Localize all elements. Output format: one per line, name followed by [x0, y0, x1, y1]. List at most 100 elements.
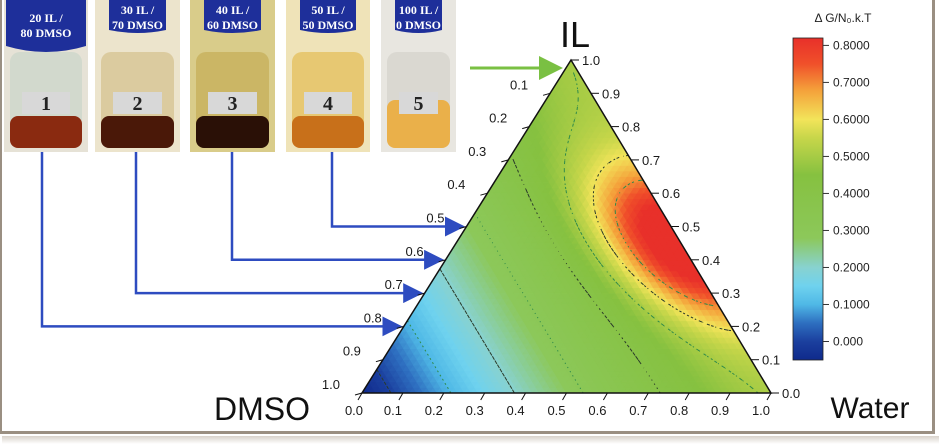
bottom-axis-tick [725, 392, 731, 401]
vial-cap [204, 0, 261, 33]
colorbar [792, 37, 824, 361]
vial-number: 2 [133, 93, 143, 115]
composition-arrows [40, 56, 563, 337]
left-axis-tick [354, 392, 363, 396]
contour-line [439, 268, 515, 393]
contour-line [376, 369, 392, 393]
bottom-axis-label: 0.0 [345, 403, 363, 418]
left-axis-tick [501, 159, 509, 163]
bottom-axis-tick [602, 392, 608, 401]
vial-cap [6, 0, 86, 52]
vial-cap-label: 50 IL / [311, 3, 345, 17]
vial-liquid [196, 116, 269, 148]
right-axis-label: 1.0 [582, 53, 600, 68]
left-axis-tick [375, 359, 384, 363]
vial-cap-label: 30 IL / [121, 3, 155, 17]
bottom-axis-label: 0.5 [547, 403, 565, 418]
frame-shadow [2, 436, 939, 444]
left-axis-label: 0.8 [364, 310, 382, 325]
left-axis-tick [417, 292, 425, 296]
bottom-axis-tick [357, 392, 363, 401]
bottom-axis-tick [521, 392, 527, 401]
colorbar-tick-label: 0.6000 [833, 112, 870, 126]
vial-photo: 40 IL /60 DMSO 3 [190, 0, 275, 152]
vial-cap [395, 0, 442, 33]
vial-cap-label: 0 DMSO [396, 18, 441, 32]
bottom-axis-tick [766, 392, 772, 401]
right-axis-label: 0.0 [782, 386, 800, 401]
bottom-axis-tick [684, 392, 690, 401]
bottom-axis-label: 0.2 [425, 403, 443, 418]
vial-number: 3 [228, 93, 238, 115]
vial-photo: 30 IL /70 DMSO 2 [95, 0, 180, 152]
vial-cap-label: 40 IL / [216, 3, 250, 17]
right-axis-label: 0.9 [602, 86, 620, 101]
vial-cap-label: 100 IL / [399, 3, 439, 17]
bottom-axis-label: 0.9 [711, 403, 729, 418]
vertex-label-water: Water [831, 392, 910, 425]
bottom-axis-label: 0.3 [466, 403, 484, 418]
left-axis-label: 0.3 [468, 144, 486, 159]
right-axis-label: 0.3 [722, 286, 740, 301]
right-axis-label: 0.1 [762, 353, 780, 368]
left-axis-label: 0.9 [343, 344, 361, 359]
colorbar-tick-label: 0.4000 [833, 186, 870, 200]
left-axis-tick [459, 226, 467, 229]
bottom-axis-label: 0.8 [670, 403, 688, 418]
left-axis-tick [480, 192, 488, 196]
contour-lines [376, 72, 759, 393]
vial-cap [109, 0, 166, 33]
vial-cap-label: 50 DMSO [303, 18, 354, 32]
left-axis-tick [522, 126, 530, 130]
right-axis-label: 0.5 [682, 220, 700, 235]
bottom-axis-label: 0.6 [588, 403, 606, 418]
colorbar-tick-label: 0.2000 [833, 260, 870, 274]
right-axis-label: 0.4 [702, 253, 720, 268]
colorbar-tick-label: 0.000 [833, 334, 863, 348]
vial-number: 5 [414, 93, 424, 115]
colorbar-tick-label: 0.7000 [833, 75, 870, 89]
colorbar-tick-label: 0.8000 [833, 38, 870, 52]
left-axis-label: 0.4 [447, 177, 465, 192]
right-axis-label: 0.7 [642, 153, 660, 168]
left-axis-tick [396, 325, 404, 329]
vial-cap [300, 0, 356, 33]
vial-photo: 50 IL /50 DMSO 4 [286, 0, 370, 152]
vial-liquid [101, 116, 174, 148]
vial-cap-label: 60 DMSO [207, 18, 258, 32]
colorbar-tick-label: 0.5000 [833, 149, 870, 163]
vial-number: 4 [323, 93, 333, 115]
left-axis-label: 0.2 [489, 111, 507, 126]
bottom-axis-tick [398, 392, 404, 401]
left-axis-label: 0.7 [385, 277, 403, 292]
vial-liquid [10, 116, 82, 148]
vial-liquid [292, 116, 364, 148]
arrow-vial-3 [230, 152, 445, 270]
left-axis-tick [438, 259, 446, 263]
left-axis-label: 0.6 [406, 244, 424, 259]
colorbar-ticks: 0.8000 0.7000 0.6000 0.5000 0.4000 0.3000 0.20… [823, 38, 870, 348]
left-axis-label: 0.1 [510, 77, 528, 92]
arrow-vial-1 [40, 152, 403, 337]
left-axis-tick [542, 92, 551, 96]
colorbar-tick-label: 0.3000 [833, 223, 870, 237]
left-axis-label: 1.0 [322, 377, 340, 392]
vial-photo: 100 IL /0 DMSO 5 [381, 0, 456, 152]
contour-line [563, 72, 759, 393]
vial-number-tag [208, 92, 257, 114]
bottom-axis-label: 0.7 [629, 403, 647, 418]
right-axis-label: 0.8 [622, 120, 640, 135]
vertex-label-il: IL [560, 14, 590, 55]
vial-number: 1 [41, 93, 51, 115]
ternary-heatmap [362, 60, 771, 393]
vial-cap-label: 70 DMSO [112, 18, 163, 32]
vial-number-tag [22, 92, 70, 114]
bottom-axis-tick [643, 392, 649, 401]
right-axis-label: 0.2 [742, 319, 760, 334]
contour-line [406, 320, 452, 393]
bottom-axis-tick [439, 392, 445, 401]
vial-number-tag [113, 92, 162, 114]
axis-ticks: 0.0 0.1 0.2 0.3 0.4 0.5 0.6 0.7 0.8 0.9 1.0 0.1 0.2 0… [322, 53, 800, 418]
bottom-axis-tick [562, 392, 567, 401]
